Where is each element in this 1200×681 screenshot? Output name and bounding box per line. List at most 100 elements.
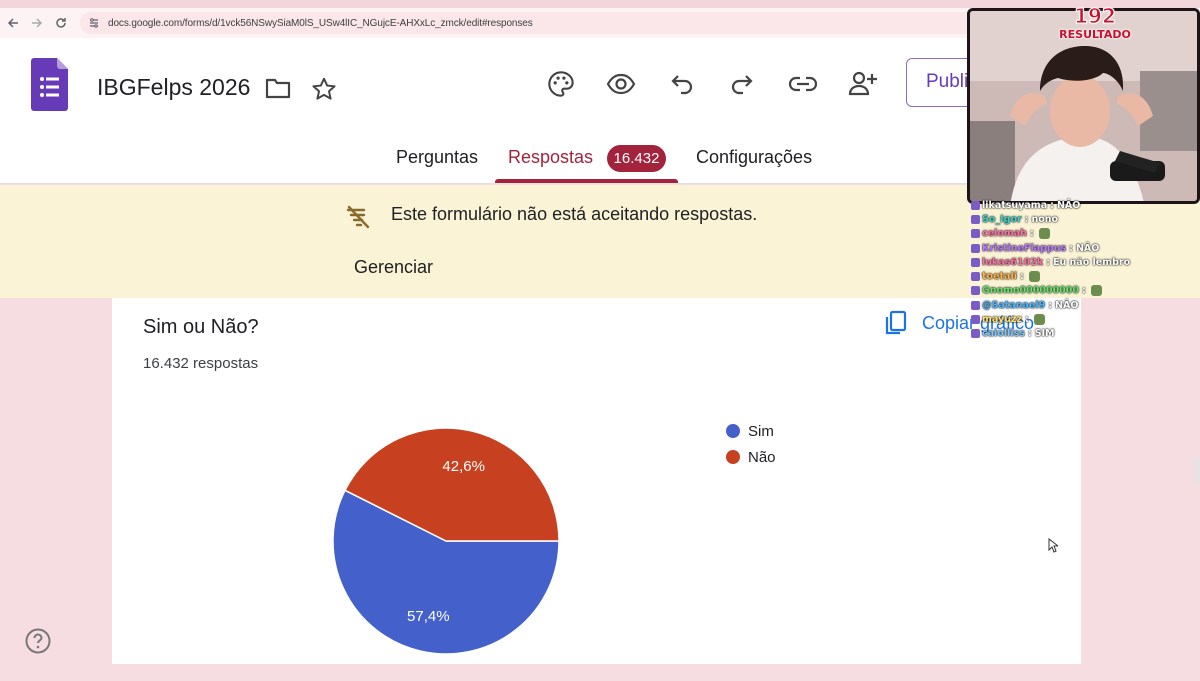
chat-badge-icon [971, 243, 980, 253]
tab-respostas[interactable]: Respostas [508, 147, 594, 167]
chat-message: caiolliss: SIM [971, 327, 1151, 341]
legend-swatch-sim [726, 424, 740, 438]
streamer-webcam-image [970, 11, 1197, 201]
legend-item-sim[interactable]: Sim [726, 418, 776, 444]
manage-button[interactable]: Gerenciar [354, 257, 434, 277]
pie-label-0: 57,4% [407, 608, 450, 625]
chat-separator: : [1029, 228, 1034, 240]
chat-username: likatsuyama [982, 199, 1048, 211]
chat-badge-icon [971, 329, 980, 339]
chat-message: Gnomo000000000: [971, 284, 1151, 298]
chat-username: Gnomo000000000 [982, 285, 1080, 297]
google-forms-logo-icon[interactable] [31, 58, 68, 111]
chat-badge-icon [971, 300, 980, 310]
form-tabs: Perguntas Respostas 16.432 Configurações [0, 138, 1200, 184]
chat-message: KristineFlappus: NÃO [971, 241, 1151, 255]
chat-separator: : [1019, 271, 1024, 283]
stream-chat: likatsuyama: NÃO So_Igor: nono celomah: Krist… [971, 198, 1151, 341]
chat-badge-icon [971, 286, 980, 296]
chat-badge-icon [971, 229, 980, 239]
address-bar[interactable]: docs.google.com/forms/d/1vck56NSwySiaM0l… [80, 12, 1180, 34]
chat-separator: : [1025, 314, 1029, 326]
chat-emote-icon [1033, 314, 1045, 326]
chat-text: SIM [1034, 328, 1055, 340]
chat-badge-icon [971, 257, 980, 267]
counter-value: 192 [1074, 4, 1117, 29]
chat-separator: : [1050, 199, 1054, 211]
response-count: 16.432 respostas [143, 355, 259, 372]
folder-icon[interactable] [264, 75, 292, 101]
chat-separator: : [1069, 242, 1073, 254]
chat-badge-icon [971, 272, 980, 282]
chat-text: nono [1031, 213, 1059, 225]
chat-badge-icon [971, 214, 980, 224]
chat-username: caiolliss [982, 328, 1025, 340]
reload-icon[interactable] [50, 12, 72, 34]
site-settings-icon[interactable] [88, 17, 100, 29]
chat-username: celomah [982, 228, 1027, 240]
legend-item-nao[interactable]: Não [726, 444, 776, 470]
webcam-overlay [967, 8, 1200, 204]
chat-badge-icon [971, 200, 980, 210]
chat-separator: : [1024, 213, 1029, 225]
chat-message: So_Igor: nono [971, 212, 1151, 226]
chat-separator: : [1048, 299, 1053, 311]
chat-username: lukas6102k [982, 256, 1044, 268]
chat-badge-icon [971, 315, 980, 325]
chat-message: celomah: [971, 227, 1151, 241]
tab-perguntas[interactable]: Perguntas [396, 147, 479, 167]
legend-label-sim: Sim [748, 422, 774, 440]
chat-emote-icon [1090, 285, 1102, 297]
forward-arrow-icon[interactable] [26, 12, 48, 34]
pie-chart: 57,4% 42,6% [332, 427, 560, 655]
chat-username: @Satanael9 [982, 299, 1046, 311]
palette-icon[interactable] [546, 69, 576, 99]
preview-eye-icon[interactable] [605, 69, 637, 99]
chat-text: NÃO [1055, 299, 1079, 311]
chat-message: toetali: [971, 269, 1151, 283]
redo-icon[interactable] [728, 70, 756, 98]
add-collaborator-icon[interactable] [847, 68, 879, 98]
form-title[interactable]: IBGFelps 2026 [97, 74, 251, 100]
legend-label-nao: Não [748, 448, 776, 466]
question-summary-card: Sim ou Não? 16.432 respostas Copiar gráf… [112, 298, 1081, 664]
link-icon[interactable] [787, 70, 819, 98]
chat-username: mayuzz [982, 314, 1023, 326]
chat-username: toetali [982, 271, 1017, 283]
copy-icon [885, 310, 907, 335]
chat-emote-icon [1028, 271, 1040, 283]
responses-count-badge: 16.432 [607, 145, 666, 172]
chat-text: Eu não lembro [1052, 256, 1131, 268]
chat-text: NÃO [1075, 242, 1100, 254]
url-text: docs.google.com/forms/d/1vck56NSwySiaM0l… [108, 17, 533, 29]
chat-separator: : [1082, 285, 1086, 297]
chat-message: lukas6102k: Eu não lembro [971, 255, 1151, 269]
chat-username: KristineFlappus [982, 242, 1067, 254]
chat-message: mayuzz: [971, 312, 1151, 326]
chat-username: So_Igor [982, 213, 1022, 225]
pie-label-1: 42,6% [442, 458, 485, 475]
mouse-cursor-icon [1048, 538, 1058, 553]
page-scrollbar[interactable] [1193, 458, 1200, 484]
pie-slice-nao[interactable] [343, 427, 560, 542]
chat-emote-icon [1038, 228, 1050, 240]
notice-text: Este formulário não está aceitando respo… [391, 204, 758, 224]
pie-slice-sim[interactable] [332, 489, 560, 655]
tab-configuracoes[interactable]: Configurações [696, 147, 813, 167]
chat-separator: : [1027, 328, 1032, 340]
window-top-frame [0, 0, 1200, 8]
responses-off-icon [344, 203, 372, 231]
chat-text: NÃO [1056, 199, 1081, 211]
chart-legend: Sim Não [726, 418, 776, 470]
counter-label: RESULTADO [1059, 28, 1131, 41]
chat-message: @Satanael9: NÃO [971, 298, 1151, 312]
legend-swatch-nao [726, 450, 740, 464]
back-arrow-icon[interactable] [2, 12, 24, 34]
help-icon[interactable] [25, 628, 51, 654]
undo-icon[interactable] [668, 70, 696, 98]
question-title: Sim ou Não? [143, 316, 259, 338]
chat-separator: : [1046, 256, 1050, 268]
active-tab-indicator [495, 179, 678, 183]
star-icon[interactable] [310, 75, 338, 103]
chat-message: likatsuyama: NÃO [971, 198, 1151, 212]
